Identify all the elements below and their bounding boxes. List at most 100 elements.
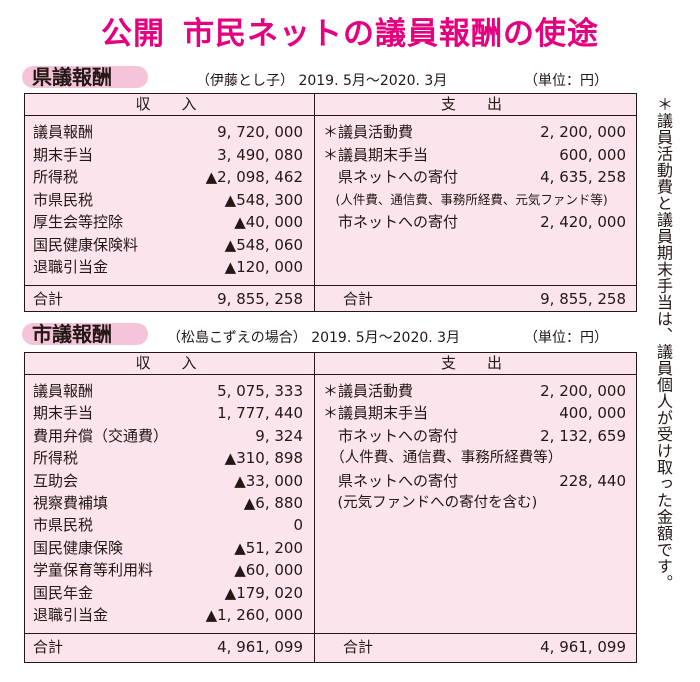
- expense-row: ＊議員期末手当 400, 000: [323, 402, 626, 424]
- total-divider: [25, 285, 636, 286]
- expense-row: 県ネットへの寄付 228, 440: [323, 470, 626, 492]
- section-label-city: 市議報酬: [22, 323, 148, 345]
- expense-item-value: 2, 200, 000: [540, 123, 626, 141]
- income-item-label: 国民健康保険料: [33, 235, 139, 254]
- expense-row: (人件費、通信費、事務所経費、元気ファンド等): [323, 189, 626, 211]
- total-divider: [25, 633, 636, 634]
- income-item-label: 市県民税: [33, 516, 94, 535]
- expense-item-label: （人件費、通信費、事務所経費等）: [323, 450, 563, 467]
- expense-row: (元気ファンドへの寄付を含む): [323, 492, 626, 514]
- income-item-label: 視察費補填: [33, 494, 109, 512]
- income-row: 所得税 ▲2, 098, 462: [33, 166, 303, 188]
- income-row: 議員報酬 9, 720, 000: [33, 121, 303, 143]
- income-header: 収 入: [135, 95, 205, 113]
- expense-item-label: 県ネットへの寄付: [323, 471, 459, 490]
- expense-item-label: ＊議員活動費: [323, 123, 414, 141]
- income-row: 所得税 ▲310, 898: [33, 447, 303, 469]
- income-row: 費用弁償（交通費） 9, 324: [33, 425, 303, 447]
- income-item-value: ▲6, 880: [243, 494, 303, 512]
- expense-total-row: 合計 9, 855, 258: [343, 290, 626, 308]
- expense-item-label: (人件費、通信費、事務所経費、元気ファンド等): [323, 191, 608, 207]
- income-row: 市県民税 0: [33, 514, 303, 536]
- expense-item-label: ＊議員期末手当: [323, 404, 429, 423]
- income-row: 学童保育等利用料 ▲60, 000: [33, 559, 303, 581]
- income-item-label: 議員報酬: [33, 382, 94, 400]
- expense-header: 支 出: [440, 95, 510, 113]
- income-item-value: ▲2, 098, 462: [205, 168, 303, 186]
- income-item-value: ▲310, 898: [224, 449, 303, 468]
- income-item-value: ▲548, 060: [224, 235, 303, 254]
- income-item-label: 厚生会等控除: [33, 213, 124, 231]
- income-row: 退職引当金 ▲1, 260, 000: [33, 604, 303, 626]
- income-row: 期末手当 1, 777, 440: [33, 402, 303, 424]
- title-part2: 市民ネットの議員報酬の使途: [183, 16, 599, 52]
- section-period: 2019. 5月〜2020. 3月: [298, 73, 448, 89]
- expense-item-label: ＊議員活動費: [323, 382, 414, 400]
- expense-item-value: 400, 000: [559, 404, 626, 423]
- income-item-label: 国民健康保険: [33, 538, 124, 557]
- income-item-value: ▲33, 000: [234, 471, 303, 490]
- income-item-value: ▲179, 020: [224, 583, 303, 602]
- column-divider: [314, 353, 315, 662]
- expense-item-value: 2, 200, 000: [540, 382, 626, 400]
- expense-row: ＊議員活動費 2, 200, 000: [323, 380, 626, 402]
- income-row: 期末手当 3, 490, 080: [33, 144, 303, 166]
- income-item-value: 1, 777, 440: [217, 404, 303, 423]
- column-divider: [314, 94, 315, 311]
- expense-item-label: (元気ファンドへの寄付を含む): [323, 495, 538, 511]
- income-row: 国民健康保険料 ▲548, 060: [33, 234, 303, 256]
- income-item-value: ▲120, 000: [224, 258, 303, 276]
- income-item-label: 費用弁償（交通費）: [33, 426, 169, 445]
- section-person: （伊藤とし子） 2019. 5月〜2020. 3月: [196, 73, 448, 89]
- expense-item-value: 600, 000: [559, 145, 626, 164]
- section-label-prefectural: 県議報酬: [22, 66, 148, 88]
- income-item-label: 退職引当金: [33, 606, 109, 624]
- income-item-label: 退職引当金: [33, 258, 109, 276]
- table-prefectural: 収 入 支 出 議員報酬 9, 720, 000 期末手当 3, 490, 080 所得…: [24, 93, 637, 312]
- income-header: 収 入: [135, 354, 205, 372]
- expense-row: ＊議員期末手当 600, 000: [323, 144, 626, 166]
- table-header: 収 入 支 出: [25, 94, 636, 116]
- expense-item-label: 市ネットへの寄付: [323, 426, 459, 445]
- income-row: 国民健康保険 ▲51, 200: [33, 537, 303, 559]
- income-item-value: ▲548, 300: [224, 190, 303, 209]
- income-row: 市県民税 ▲548, 300: [33, 189, 303, 211]
- expense-total-row: 合計 4, 961, 099: [343, 638, 626, 656]
- page-title: 公開 市民ネットの議員報酬の使途: [0, 8, 700, 53]
- unit-label: （単位：円）: [524, 73, 608, 89]
- income-item-value: ▲51, 200: [234, 538, 303, 557]
- income-item-label: 市県民税: [33, 190, 94, 209]
- income-item-value: ▲60, 000: [234, 561, 303, 580]
- income-item-label: 互助会: [33, 471, 79, 490]
- income-item-value: 9, 324: [255, 426, 303, 445]
- income-row: 議員報酬 5, 075, 333: [33, 380, 303, 402]
- income-total-row: 合計 4, 961, 099: [33, 638, 303, 656]
- income-item-label: 期末手当: [33, 404, 94, 423]
- title-part1: 公開: [101, 16, 165, 52]
- expense-row: （人件費、通信費、事務所経費等）: [323, 447, 626, 469]
- income-item-value: 9, 720, 000: [217, 123, 303, 141]
- income-item-value: 0: [293, 516, 303, 535]
- expense-item-label: ＊議員期末手当: [323, 145, 429, 164]
- income-row: 互助会 ▲33, 000: [33, 470, 303, 492]
- income-item-label: 国民年金: [33, 583, 94, 602]
- table-city: 収 入 支 出 議員報酬 5, 075, 333 期末手当 1, 777, 440 費用…: [24, 352, 637, 663]
- income-item-label: 所得税: [33, 449, 79, 468]
- expense-row: 県ネットへの寄付 4, 635, 258: [323, 166, 626, 188]
- income-item-label: 議員報酬: [33, 123, 94, 141]
- expense-item-value: 2, 420, 000: [540, 213, 626, 231]
- income-row: 厚生会等控除 ▲40, 000: [33, 211, 303, 233]
- table-header: 収 入 支 出: [25, 353, 636, 375]
- income-row: 視察費補填 ▲6, 880: [33, 492, 303, 514]
- income-item-value: 3, 490, 080: [217, 145, 303, 164]
- unit-label: （単位：円）: [524, 330, 608, 346]
- income-item-value: ▲1, 260, 000: [205, 606, 303, 624]
- income-item-label: 所得税: [33, 168, 79, 186]
- income-item-label: 期末手当: [33, 145, 94, 164]
- income-total-row: 合計 9, 855, 258: [33, 290, 303, 308]
- income-row: 退職引当金 ▲120, 000: [33, 256, 303, 278]
- income-item-value: 5, 075, 333: [217, 382, 303, 400]
- expense-header: 支 出: [440, 354, 510, 372]
- income-item-value: ▲40, 000: [234, 213, 303, 231]
- section-period: 2019. 5月〜2020. 3月: [311, 330, 461, 346]
